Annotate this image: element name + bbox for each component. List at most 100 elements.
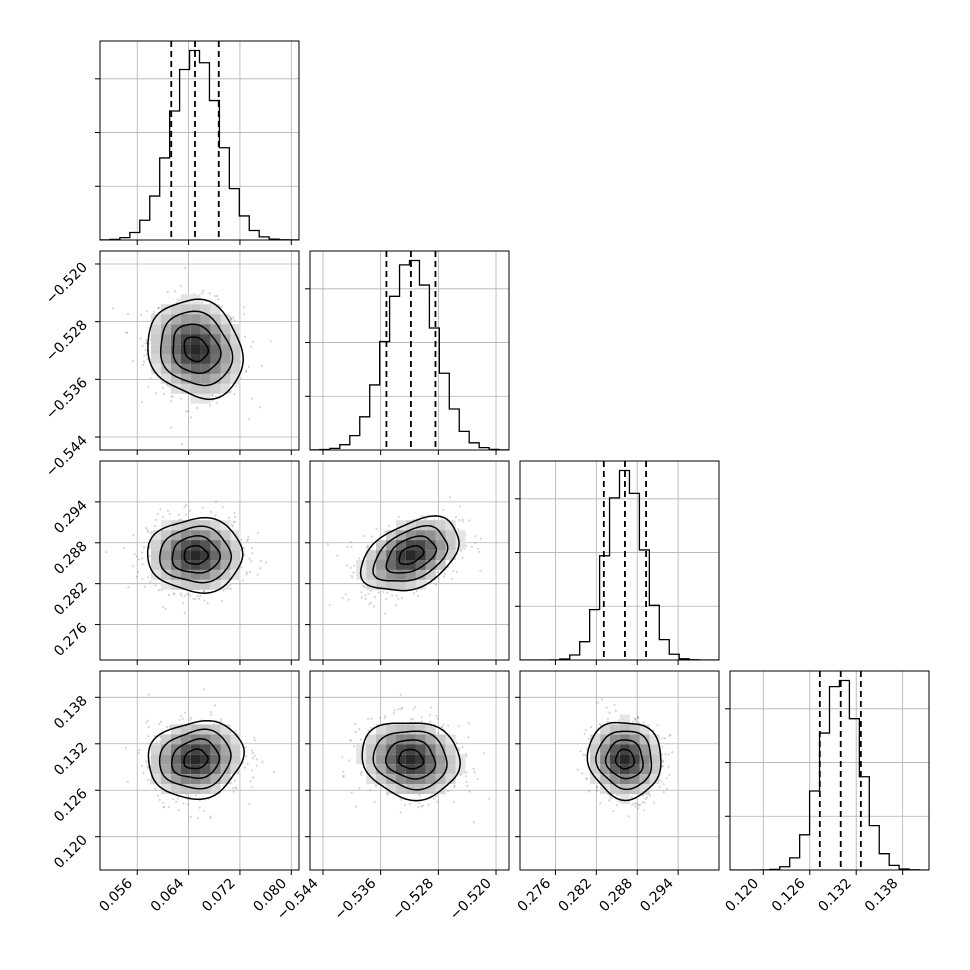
contour-line-1	[398, 545, 425, 566]
density-cell	[190, 724, 201, 735]
density-cell	[210, 784, 221, 794]
scatter-point	[123, 546, 126, 549]
scatter-point	[412, 708, 415, 711]
density-cell	[220, 540, 231, 550]
density-cell	[445, 764, 456, 775]
panel-frame	[519, 460, 720, 661]
scatter-point	[145, 527, 148, 530]
scatter-point	[184, 504, 188, 507]
scatter-point	[595, 785, 599, 788]
scatter-point	[336, 554, 339, 557]
scatter-point	[139, 337, 142, 340]
contour-line-3	[159, 525, 233, 584]
scatter-point	[250, 546, 253, 550]
density-cell	[425, 734, 436, 745]
scatter-point	[461, 746, 464, 749]
scatter-point	[386, 793, 389, 796]
scatter-point	[201, 292, 204, 295]
scatter-point	[437, 577, 440, 580]
scatter-point	[397, 515, 400, 519]
scatter-point	[273, 771, 276, 774]
scatter-point	[608, 794, 612, 798]
scatter-point	[105, 551, 108, 554]
scatter-point	[388, 524, 391, 528]
density-cell	[629, 754, 640, 765]
scatter-point	[397, 708, 400, 711]
scatter-point	[643, 809, 646, 812]
scatter-point	[182, 602, 185, 605]
scatter-point	[248, 571, 251, 574]
scatter-point	[170, 395, 173, 398]
density-cell	[610, 784, 620, 794]
scatter-point	[455, 570, 458, 574]
scatter-point	[605, 706, 608, 709]
panel-content	[520, 671, 719, 870]
scatter-point	[185, 410, 188, 413]
scatter-point	[140, 764, 143, 768]
scatter-point	[189, 509, 192, 512]
density-cell	[649, 734, 660, 745]
density-cell	[396, 560, 406, 570]
scatter-point	[401, 706, 404, 710]
density-cell	[366, 579, 377, 590]
scatter-point	[140, 401, 143, 404]
scatter-point	[661, 737, 664, 740]
panel-content	[100, 461, 299, 660]
scatter-panel-4-1	[95, 670, 300, 875]
density-cell	[190, 550, 201, 560]
scatter-point	[399, 811, 402, 814]
density-cell	[170, 373, 181, 384]
density-cell	[620, 794, 630, 804]
scatter-point	[180, 443, 184, 446]
density-cell	[150, 774, 161, 785]
scatter-point	[149, 581, 152, 584]
scatter-point	[162, 801, 165, 804]
density-cell	[366, 560, 377, 570]
scatter-point	[458, 505, 462, 508]
density-cell	[170, 383, 181, 394]
contour-line-1	[183, 544, 210, 565]
scatter-point	[250, 345, 253, 348]
scatter-point	[250, 560, 253, 563]
scatter-point	[202, 589, 206, 593]
density-cell	[386, 550, 396, 560]
scatter-point	[479, 569, 482, 572]
x-tick-label: 0.126	[769, 875, 809, 915]
y-tick-label: 0.138	[51, 693, 91, 733]
scatter-point	[349, 739, 352, 742]
scatter-point	[153, 310, 156, 313]
scatter-point	[236, 732, 239, 735]
scatter-point	[467, 722, 470, 725]
density-cell	[600, 744, 610, 755]
scatter-point	[253, 754, 256, 758]
y-tick-label: 0.126	[51, 786, 91, 826]
density-cell	[366, 734, 377, 745]
density-cell	[425, 744, 436, 755]
panel-frame	[99, 670, 300, 871]
density-cell	[415, 570, 426, 580]
scatter-point	[589, 726, 593, 729]
scatter-point	[185, 793, 188, 796]
density-cell	[366, 570, 377, 580]
density-cell	[220, 354, 231, 364]
density-cell	[376, 764, 386, 775]
density-cell	[170, 784, 181, 794]
density-cell	[230, 540, 241, 550]
scatter-point	[235, 787, 238, 790]
contour-line-2	[604, 739, 644, 780]
density-cell	[180, 764, 191, 775]
scatter-panel-3-1	[95, 460, 300, 665]
scatter-point	[429, 720, 432, 724]
density-cell	[435, 774, 446, 785]
density-cell	[629, 774, 640, 785]
scatter-point	[636, 803, 640, 806]
scatter-point	[167, 805, 170, 809]
density-cell	[220, 314, 231, 325]
scatter-point	[125, 331, 128, 334]
scatter-panel-4-3	[515, 670, 720, 875]
scatter-point	[170, 400, 173, 403]
density-cell	[649, 764, 660, 775]
scatter-point	[436, 571, 439, 574]
density-cell	[435, 734, 446, 745]
density-cell	[639, 754, 650, 765]
